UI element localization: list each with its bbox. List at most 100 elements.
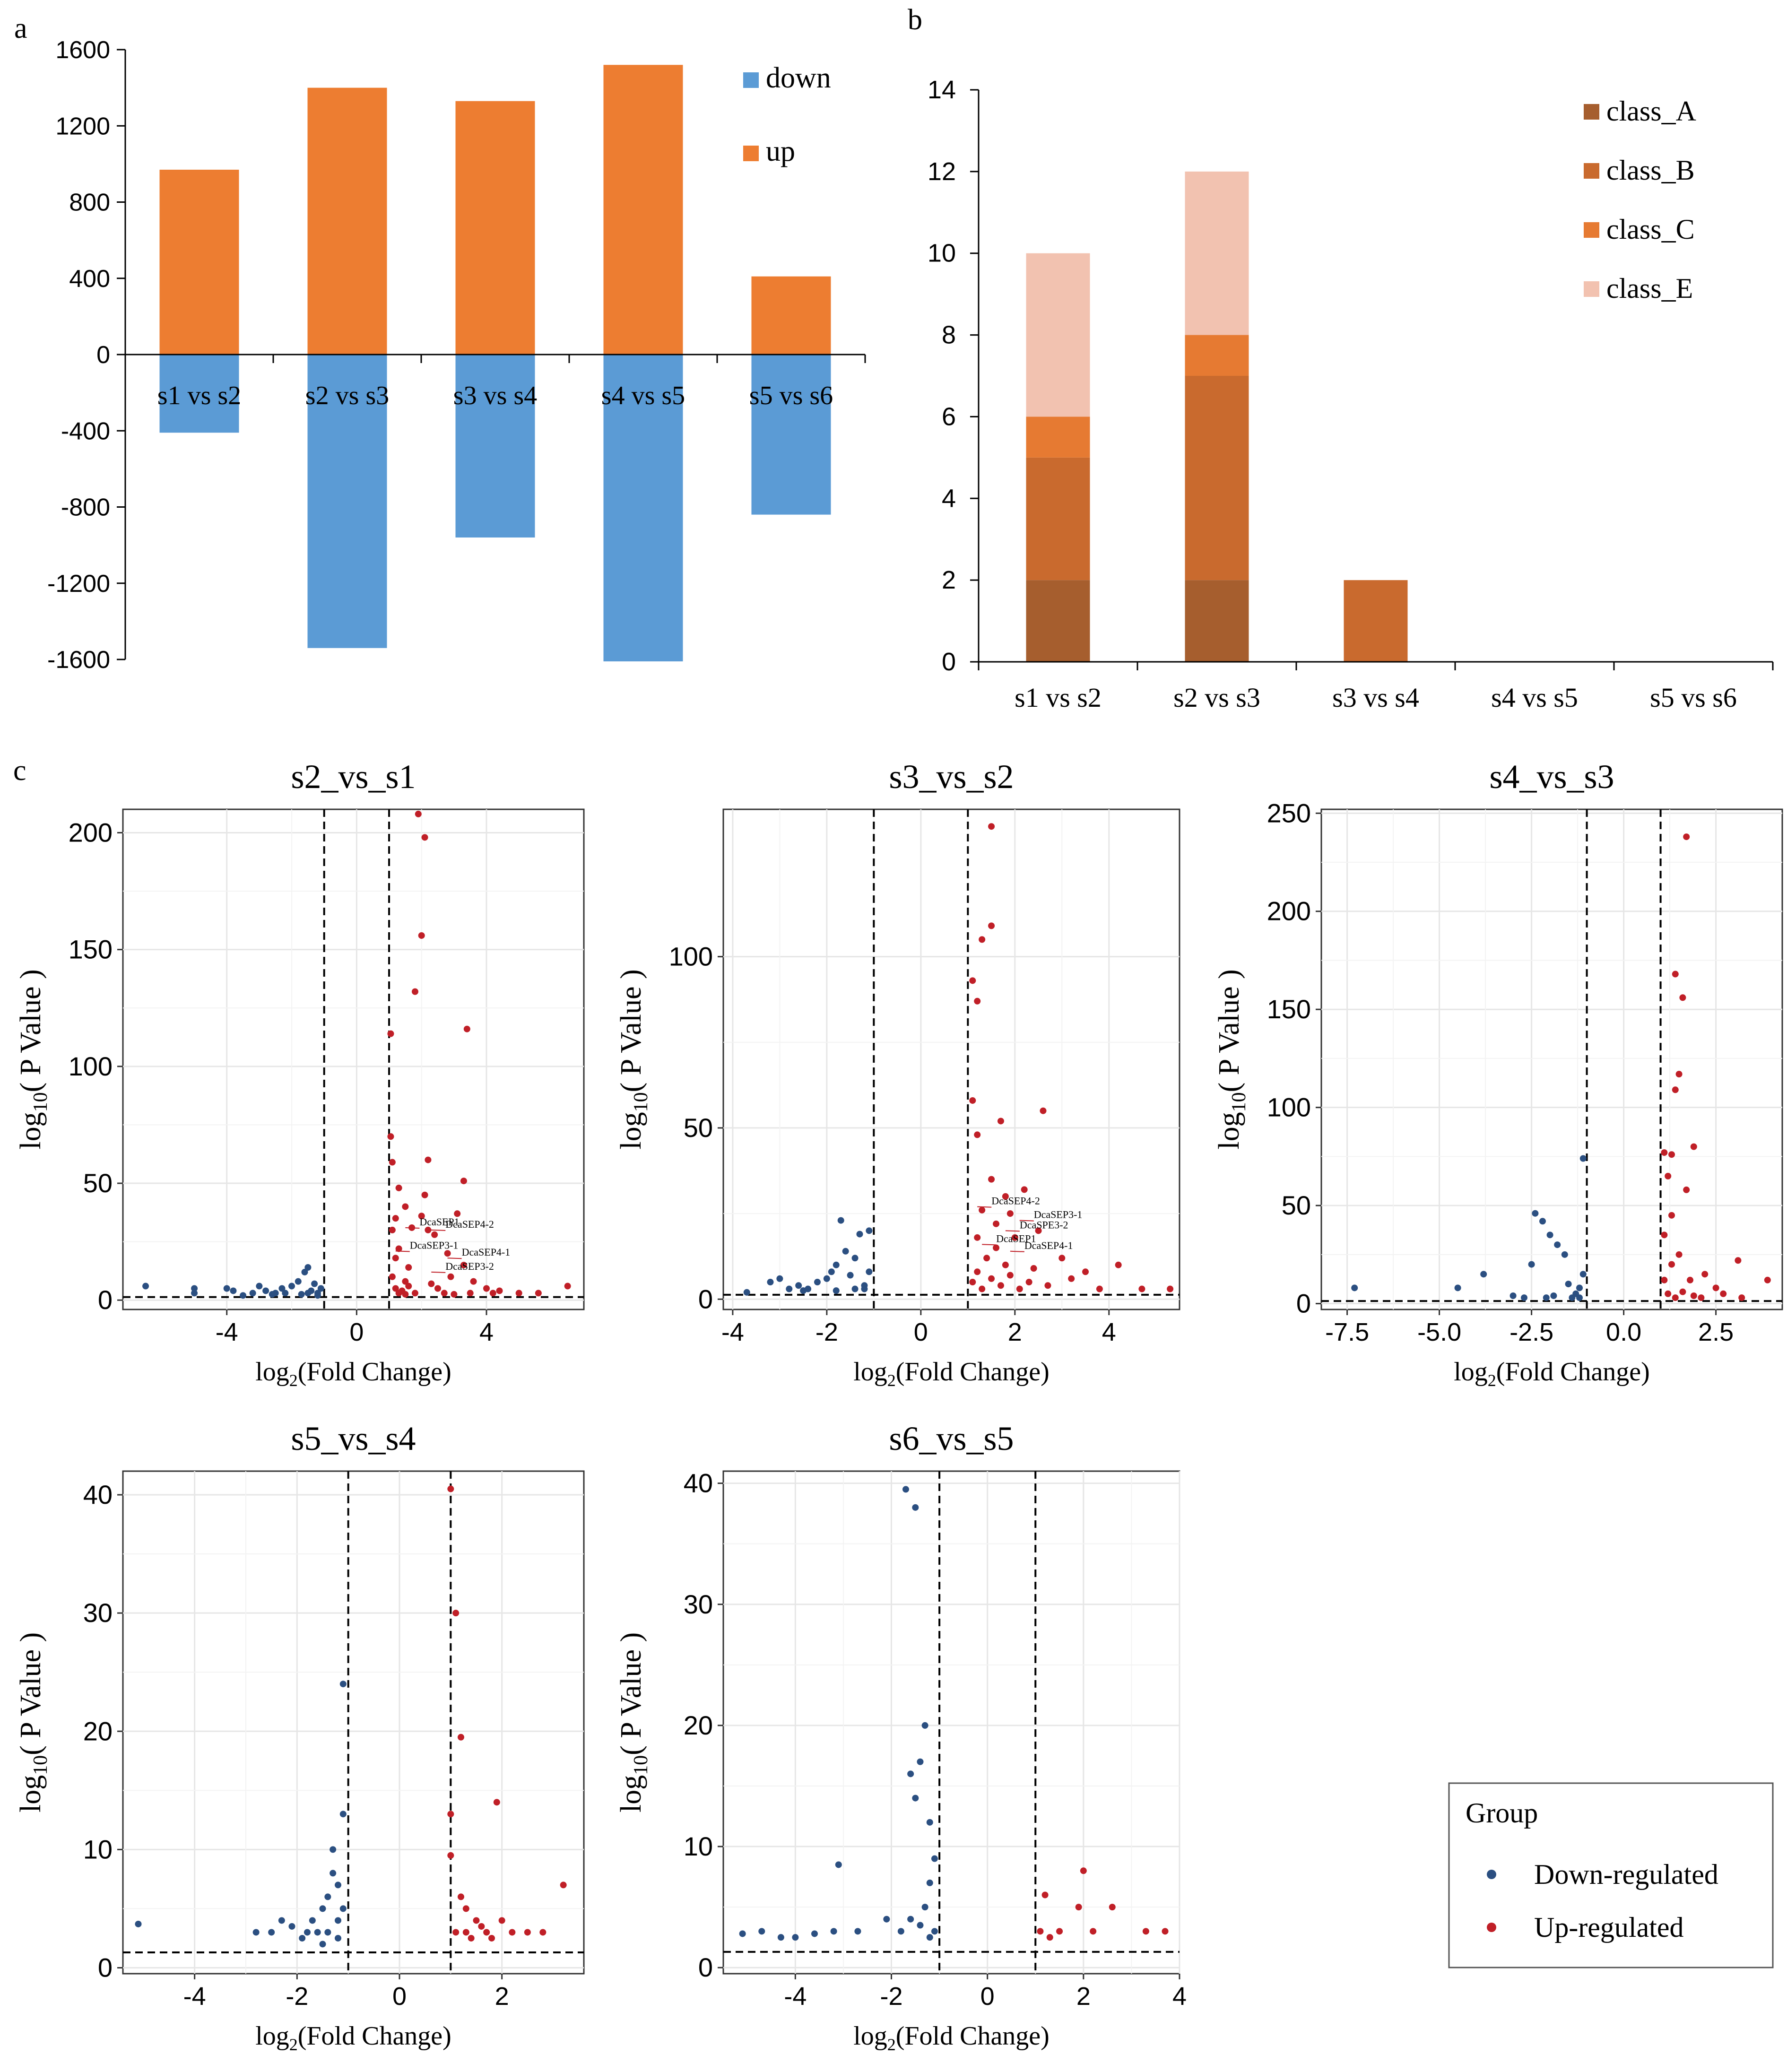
point-down-regulated xyxy=(339,1681,347,1688)
y-tick-label: 800 xyxy=(69,189,110,217)
y-tick-label: 20 xyxy=(684,1710,713,1740)
point-up-regulated xyxy=(418,1213,425,1220)
point-up-regulated xyxy=(1690,1292,1697,1299)
point-down-regulated xyxy=(314,1929,321,1936)
point-down-regulated xyxy=(314,1292,321,1299)
point-up-regulated xyxy=(1661,1231,1668,1239)
point-down-regulated xyxy=(319,1941,326,1948)
y-tick-label: 40 xyxy=(684,1468,713,1498)
point-up-regulated xyxy=(1701,1271,1709,1278)
x-tick-label: 2 xyxy=(1076,1982,1091,2011)
point-up-regulated xyxy=(1016,1285,1023,1292)
point-up-regulated xyxy=(421,834,428,841)
x-tick-label: 2 xyxy=(495,1982,509,2011)
point-up-regulated xyxy=(988,1176,995,1183)
bar-class-e-s1-vs-s2 xyxy=(1026,253,1090,417)
bar-up-s2-vs-s3 xyxy=(307,87,387,355)
point-down-regulated xyxy=(921,1904,928,1911)
point-down-regulated xyxy=(301,1268,308,1275)
point-down-regulated xyxy=(866,1268,873,1275)
group-legend: Group Down-regulated Up-regulated xyxy=(1448,1782,1774,1968)
x-axis-label: log2(Fold Change) xyxy=(853,2021,1050,2054)
plot-frame xyxy=(1320,808,1783,1310)
point-up-regulated xyxy=(560,1881,567,1889)
point-up-regulated xyxy=(1035,1227,1042,1234)
y-tick-label: 0 xyxy=(98,1285,113,1315)
point-up-regulated xyxy=(1040,1107,1047,1114)
legend-swatch-class-c xyxy=(1584,222,1599,238)
point-up-regulated xyxy=(389,1273,396,1280)
category-label-s1-vs-s2: s1 vs s2 xyxy=(157,381,241,410)
point-up-regulated xyxy=(979,936,986,943)
x-tick-label: -4 xyxy=(784,1982,807,2011)
annotation-leader-line xyxy=(1010,1250,1024,1252)
point-up-regulated xyxy=(1080,1867,1087,1874)
point-up-regulated xyxy=(1698,1294,1705,1301)
x-axis-label: log2(Fold Change) xyxy=(853,1357,1050,1390)
point-down-regulated xyxy=(278,1917,285,1924)
point-up-regulated xyxy=(434,1285,442,1292)
annotation-leader-line xyxy=(982,1244,997,1246)
point-up-regulated xyxy=(969,1097,976,1104)
point-up-regulated xyxy=(1021,1186,1028,1193)
plot-frame xyxy=(722,808,1180,1310)
bar-down-s1-vs-s2 xyxy=(159,355,239,433)
legend-label-class-c: class_C xyxy=(1606,214,1695,245)
point-up-regulated xyxy=(515,1290,522,1297)
point-up-regulated xyxy=(974,1131,981,1138)
point-up-regulated xyxy=(997,1118,1004,1125)
point-up-regulated xyxy=(1142,1928,1149,1935)
point-down-regulated xyxy=(814,1279,821,1286)
point-down-regulated xyxy=(1565,1281,1572,1288)
point-down-regulated xyxy=(299,1934,306,1942)
point-up-regulated xyxy=(1037,1928,1044,1935)
point-up-regulated xyxy=(1006,1210,1014,1217)
y-tick-label: -1200 xyxy=(47,570,110,598)
point-down-regulated xyxy=(1539,1218,1546,1225)
point-up-regulated xyxy=(988,1275,995,1282)
point-up-regulated xyxy=(1675,1251,1683,1258)
point-up-regulated xyxy=(392,1215,399,1222)
point-down-regulated xyxy=(309,1917,316,1924)
point-down-regulated xyxy=(917,1922,924,1929)
point-down-regulated xyxy=(191,1290,198,1297)
point-down-regulated xyxy=(921,1722,928,1729)
legend-label-up: up xyxy=(766,135,795,167)
bar-chart-a: s1 vs s2 s2 vs s3 s3 vs s4 s4 vs s5 s5 vs s6… xyxy=(47,36,866,674)
point-up-regulated xyxy=(1006,1272,1014,1279)
y-tick-label: 150 xyxy=(1267,994,1311,1024)
point-down-regulated xyxy=(230,1287,237,1294)
stacked-bar-chart-b: s1 vs s2 s2 vs s3 s3 vs s4 s4 vs s5 s5 vs s6… xyxy=(928,76,1774,713)
y-tick-label: 10 xyxy=(928,239,956,268)
point-down-regulated xyxy=(304,1290,312,1297)
bar-up-s5-vs-s6 xyxy=(751,276,831,355)
point-down-regulated xyxy=(786,1285,793,1292)
point-down-regulated xyxy=(837,1217,844,1224)
point-up-regulated xyxy=(473,1917,480,1924)
point-down-regulated xyxy=(319,1905,326,1912)
point-up-regulated xyxy=(564,1283,571,1290)
point-up-regulated xyxy=(387,1133,394,1140)
point-down-regulated xyxy=(1528,1261,1535,1268)
bar-down-s5-vs-s6 xyxy=(751,355,831,515)
point-up-regulated xyxy=(428,1280,435,1287)
legend-swatch-class-b xyxy=(1584,163,1599,179)
point-up-regulated xyxy=(997,1282,1004,1289)
point-down-regulated xyxy=(324,1929,331,1936)
y-axis-label: log10( P Value ) xyxy=(15,969,52,1149)
legend-swatch-class-e xyxy=(1584,281,1599,297)
point-down-regulated xyxy=(835,1861,842,1868)
category-label-s3-vs-s4: s3 vs s4 xyxy=(1332,682,1419,713)
volcano-s3-vs-s2: DcaSEP4-2 DcaSEP3-1DcaSPE3-2DcaSEP1DcaSEP… xyxy=(615,758,1180,1390)
point-down-regulated xyxy=(278,1285,286,1292)
point-down-regulated xyxy=(777,1934,784,1941)
legend-label-class-e: class_E xyxy=(1606,273,1693,304)
y-tick-label: 0 xyxy=(96,341,110,369)
point-down-regulated xyxy=(324,1893,331,1900)
point-down-regulated xyxy=(1509,1292,1517,1299)
bar-class-c-s2-vs-s3 xyxy=(1185,335,1249,376)
y-tick-label: 30 xyxy=(83,1598,113,1628)
point-up-regulated xyxy=(468,1934,475,1942)
point-down-regulated xyxy=(1532,1210,1539,1217)
